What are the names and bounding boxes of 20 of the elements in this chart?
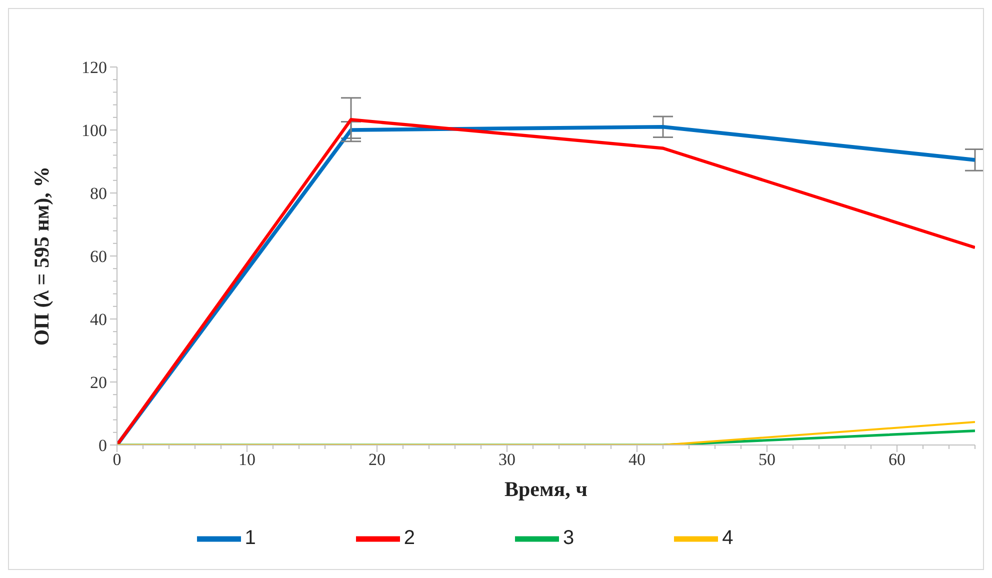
x-tick-label: 20 (368, 450, 386, 469)
legend-label: 3 (563, 527, 574, 550)
x-tick-label: 30 (498, 450, 516, 469)
legend-label: 1 (244, 527, 256, 550)
legend-label: 4 (722, 527, 734, 550)
legend-label: 2 (404, 527, 415, 550)
y-tick-label: 120 (82, 58, 107, 77)
x-tick-label: 60 (888, 450, 906, 469)
x-tick-label: 50 (758, 450, 776, 469)
y-tick-label: 20 (90, 373, 107, 392)
x-axis-title: Время, ч (504, 476, 588, 501)
y-tick-label: 40 (90, 310, 107, 329)
y-axis-title: ОП (λ = 595 нм), % (29, 166, 54, 346)
y-tick-label: 60 (90, 247, 107, 266)
x-tick-label: 10 (238, 450, 256, 469)
y-tick-label: 100 (82, 121, 107, 140)
x-tick-label: 0 (112, 450, 122, 469)
y-tick-label: 0 (98, 436, 107, 455)
x-tick-label: 40 (628, 450, 646, 469)
y-tick-label: 80 (90, 184, 107, 203)
